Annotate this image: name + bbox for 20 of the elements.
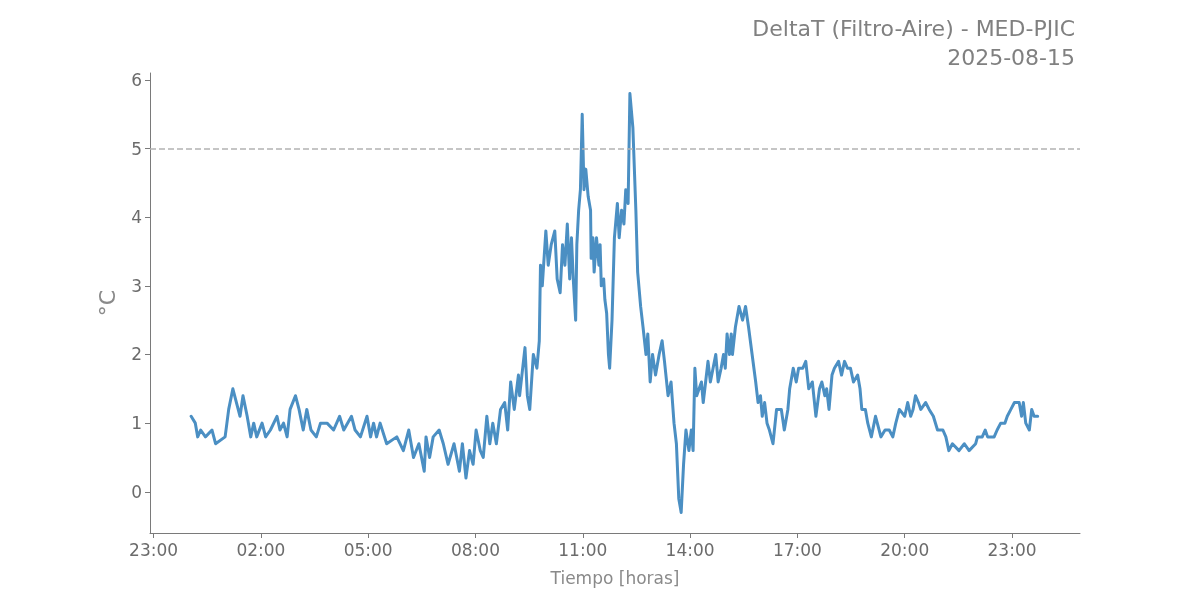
x-tick-label: 02:00 <box>236 539 286 560</box>
x-tick-label: 08:00 <box>451 539 500 560</box>
y-axis-title: °C <box>94 289 120 317</box>
y-tick-label: 4 <box>131 207 142 228</box>
y-tick-label: 0 <box>131 481 142 502</box>
x-tick-label: 20:00 <box>880 539 930 560</box>
x-tick-label: 17:00 <box>772 539 822 560</box>
y-tick-label: 1 <box>131 413 142 434</box>
y-tick-label: 2 <box>131 344 142 365</box>
x-tick-label: 23:00 <box>987 539 1037 560</box>
x-axis-title: Tiempo [horas] <box>549 567 680 588</box>
x-tick-label: 23:00 <box>129 539 179 560</box>
chart-subtitle: 2025-08-15 <box>947 44 1076 70</box>
x-tick-label: 11:00 <box>558 539 608 560</box>
y-tick-label: 5 <box>131 138 142 159</box>
y-tick-label: 3 <box>131 275 142 296</box>
y-tick-label: 6 <box>131 69 142 90</box>
chart-title: DeltaT (Filtro-Aire) - MED-PJIC <box>752 15 1076 41</box>
x-tick-label: 05:00 <box>343 539 393 560</box>
x-tick-label: 14:00 <box>665 539 715 560</box>
